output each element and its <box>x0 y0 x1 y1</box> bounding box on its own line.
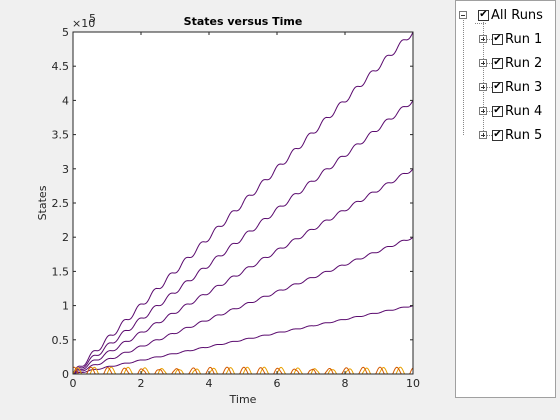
x-axis-label: Time <box>229 393 257 406</box>
y-tick-label: 5 <box>62 26 69 39</box>
chart-title: States versus Time <box>184 15 303 28</box>
y-tick-label: 0 <box>62 368 69 381</box>
expand-icon[interactable] <box>479 59 487 67</box>
x-tick-label: 4 <box>206 377 213 390</box>
tree-connector <box>487 134 492 136</box>
y-tick-label: 3 <box>62 163 69 176</box>
x-tick-label: 8 <box>342 377 349 390</box>
y-tick-label: 0.5 <box>52 334 70 347</box>
run-1-checkbox[interactable]: ✔ <box>492 33 503 45</box>
run-5-label: Run 5 <box>505 127 543 143</box>
y-tick-label: 1.5 <box>52 265 70 278</box>
series-line <box>72 236 414 375</box>
tree-item-run-2[interactable]: ✔ Run 2 <box>479 54 542 72</box>
y-tick-label: 4 <box>62 94 69 107</box>
collapse-icon[interactable] <box>459 11 467 19</box>
tree-item-run-3[interactable]: ✔ Run 3 <box>479 78 542 96</box>
expand-icon[interactable] <box>479 83 487 91</box>
y-tick-label: 2.5 <box>52 197 70 210</box>
x-tick-label: 2 <box>138 377 145 390</box>
run-4-checkbox[interactable]: ✔ <box>492 105 503 117</box>
expand-icon[interactable] <box>479 35 487 43</box>
tree-connector-vertical-runs <box>483 22 484 135</box>
y-tick-label: 1 <box>62 300 69 313</box>
run-3-checkbox[interactable]: ✔ <box>492 81 503 93</box>
run-1-label: Run 1 <box>505 31 543 47</box>
x-tick-label: 6 <box>274 377 281 390</box>
tree-item-run-1[interactable]: ✔ Run 1 <box>479 30 542 48</box>
tree-connector <box>487 86 492 88</box>
y-tick-label: 2 <box>62 231 69 244</box>
expand-icon[interactable] <box>479 131 487 139</box>
states-versus-time-chart: States versus Time Time States ×10 5 0 2 4… <box>36 12 421 406</box>
tree-connector <box>475 22 486 24</box>
plot-panel: States versus Time Time States ×10 5 0 2 4… <box>36 12 421 406</box>
y-axis-label: States <box>36 185 49 220</box>
tree-connector <box>487 62 492 64</box>
expand-icon[interactable] <box>479 107 487 115</box>
y-tick-label: 3.5 <box>52 129 70 142</box>
tree-item-run-4[interactable]: ✔ Run 4 <box>479 102 542 120</box>
series-line <box>72 31 414 375</box>
tree-item-run-5[interactable]: ✔ Run 5 <box>479 126 542 144</box>
run-3-label: Run 3 <box>505 79 543 95</box>
tree-connector-vertical <box>463 20 464 135</box>
all-runs-checkbox[interactable]: ✔ <box>478 9 489 21</box>
run-2-checkbox[interactable]: ✔ <box>492 57 503 69</box>
tree-root-all-runs[interactable]: ✔ All Runs <box>459 6 543 24</box>
tick-layer: 0 2 4 6 8 10 0 0.5 1 1.5 2 2.5 3 3.5 4 4.5 5 <box>52 26 421 390</box>
y-exponent-label: ×10 5 <box>72 12 96 30</box>
y-tick-label: 4.5 <box>52 60 70 73</box>
axes-box <box>72 31 414 375</box>
tree-connector <box>487 110 492 112</box>
all-runs-label: All Runs <box>491 7 543 23</box>
run-4-label: Run 4 <box>505 103 543 119</box>
run-5-checkbox[interactable]: ✔ <box>492 129 503 141</box>
tree-connector <box>487 38 492 40</box>
run-2-label: Run 2 <box>505 55 543 71</box>
series-line <box>72 305 414 375</box>
y-exponent-power: 5 <box>89 12 96 25</box>
y-exponent-base: ×10 <box>72 17 95 30</box>
x-tick-label: 0 <box>70 377 77 390</box>
x-tick-label: 10 <box>406 377 420 390</box>
series-line <box>72 100 414 375</box>
series-line <box>72 168 414 375</box>
run-tree-panel: ✔ All Runs ✔ Run 1 ✔ Run 2 ✔ Run 3 ✔ Run… <box>455 0 556 398</box>
